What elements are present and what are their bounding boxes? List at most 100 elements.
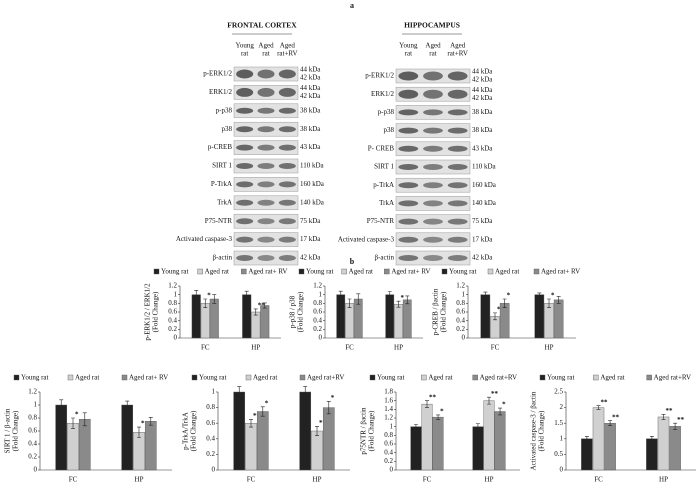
blot-label: p38 [384,126,395,134]
y-tick-label: 0.5 [554,450,563,458]
blot-band [398,182,419,189]
bar [553,299,564,339]
blot-band [278,144,296,151]
blot-band [278,107,296,114]
y-tick-label: 0.6 [384,440,393,448]
kda-label: 43 kDa [300,143,321,151]
bar [299,391,312,471]
significance-mark: * [331,394,335,402]
error-bar [262,302,267,309]
y-tick-label: 0.6 [28,427,37,435]
blot-label: β-actin [375,254,395,262]
bar [256,411,269,471]
y-tick-label: 0.6 [168,308,177,316]
blot-title: FRONTAL CORTEX [227,21,297,30]
blot-band [447,182,468,189]
x-tick-label: FC [69,476,78,484]
bar [336,294,346,339]
legend-swatch [384,268,390,275]
bar [209,298,219,339]
legend-swatch [646,374,652,381]
blot-label: P- CREB [368,144,395,152]
bar [322,407,335,471]
y-tick-label: 0.8 [28,414,37,422]
blot-band [278,87,296,97]
y-tick-label: 0 [560,466,564,474]
y-axis-label: p-TrkA/TrkA [182,412,190,450]
y-tick-label: 0 [174,334,178,342]
blot-band [398,200,419,207]
blot-band [236,87,254,97]
error-bar [253,308,258,316]
blot-band [423,236,443,243]
bar [121,404,134,471]
blot-label: P-TrkA [211,180,232,188]
bar [394,304,403,339]
blot-band [236,199,254,206]
legend-label: Young rat [306,268,334,276]
error-bar [436,414,441,420]
lane-header: rat [405,50,412,58]
error-bar [673,422,678,430]
y-tick-label: 1.2 [168,282,177,290]
error-bar [425,400,429,408]
y-tick-label: 1 [390,422,394,430]
x-tick-label: HP [485,476,494,484]
legend-label: Young rat [21,374,49,382]
lane-header: rat+RV [277,50,298,58]
x-tick-label: FC [491,344,500,352]
legend-swatch [593,374,599,381]
blot-band [236,255,254,261]
significance-mark: ** [319,419,327,427]
blot-label: ERK1/2 [371,90,394,98]
y-axis-label: (Fold Change) [368,410,376,451]
bar [494,411,506,471]
error-bar [556,296,561,304]
error-bar [498,407,503,416]
bar [260,305,270,339]
blot-band [278,255,296,261]
y-axis-label: (Fold Change) [12,410,20,451]
y-tick-label: 0 [390,466,394,474]
bar [144,421,157,471]
blot-band [447,89,468,99]
blot-band [257,69,275,79]
blot-band [447,164,468,170]
y-tick-label: 1.6 [384,396,393,404]
lane-header: rat [241,50,248,58]
legend-swatch [121,374,128,381]
kda-label: 38 kDa [472,108,493,116]
error-bar [71,417,75,429]
error-bar [387,291,392,298]
y-tick-label: 2 [560,403,564,411]
blot-label: p38 [222,125,233,133]
lane-header: Young [235,42,254,50]
bar [483,400,495,471]
bar [233,391,246,471]
y-tick-label: 1.4 [384,405,393,413]
y-axis-label: (Fold Change) [538,410,546,451]
kda-label: 43 kDa [472,144,493,152]
y-tick-label: 1 [462,290,466,298]
y-tick-label: 1.2 [456,282,465,290]
y-tick-label: 0.8 [384,431,393,439]
legend-label: Aged rat [495,268,519,276]
kda-label: 42 kDa [300,74,321,82]
significance-mark: ** [666,407,674,415]
error-bar [194,290,199,300]
bar [78,419,91,471]
bar [499,303,510,339]
kda-label: 42 kDa [472,254,493,262]
error-bar [315,426,319,436]
kda-label: 44 kDa [472,68,493,76]
blot-label: p-ERK1/2 [365,72,394,80]
blot-band [236,163,254,169]
blot-label: TrkA [217,198,232,206]
significance-mark: * [141,420,145,428]
y-tick-label: 0 [34,466,38,474]
error-bar [212,294,217,304]
x-tick-label: HP [545,344,554,352]
y-tick-label: 0.8 [206,403,215,411]
blot-band [236,181,254,188]
